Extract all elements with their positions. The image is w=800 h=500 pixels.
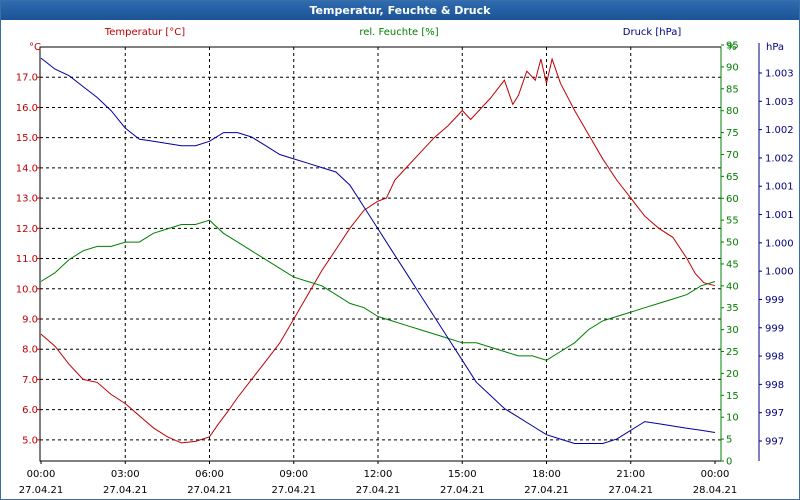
humidity-tick-label: 25 (726, 347, 739, 358)
humidity-tick-label: 50 (726, 238, 739, 249)
temperature-tick-label: 11.0 (16, 254, 38, 265)
temperature-axis: 5.0 6.0 7.0 8.0 9.0 10.0 11.0 12.0 13.0 14.0 15.0 1… (16, 73, 40, 446)
x-tick-date: 27.04.21 (19, 485, 64, 496)
x-tick-date: 27.04.21 (440, 485, 485, 496)
humidity-tick-label: 95 (726, 41, 739, 52)
pressure-tick-label: 998 (765, 352, 784, 363)
humidity-axis-title: rel. Feuchte [%] (359, 27, 438, 38)
temperature-tick-label: 8.0 (22, 345, 38, 356)
humidity-tick-label: 40 (726, 281, 739, 292)
pressure-tick-label: 1.000 (765, 267, 794, 278)
x-tick-time: 03:00 (111, 469, 140, 480)
temperature-tick-label: 15.0 (16, 133, 38, 144)
pressure-tick-label: 997 (765, 408, 784, 419)
pressure-unit-label: hPa (766, 42, 784, 53)
x-tick-time: 18:00 (532, 469, 561, 480)
temperature-tick-label: 7.0 (22, 375, 38, 386)
x-axis: 00:00 27.04.21 03:00 27.04.21 06:00 27.04.21 0… (19, 461, 738, 496)
pressure-tick-label: 998 (765, 380, 784, 391)
humidity-tick-label: 55 (726, 216, 739, 227)
temperature-tick-label: 12.0 (16, 224, 38, 235)
humidity-tick-label: 65 (726, 172, 739, 183)
humidity-tick-label: 10 (726, 413, 739, 424)
x-tick-time: 09:00 (279, 469, 308, 480)
pressure-tick-label: 999 (765, 295, 784, 306)
humidity-tick-label: 45 (726, 259, 739, 270)
x-tick-date: 27.04.21 (356, 485, 401, 496)
pressure-tick-label: 999 (765, 323, 784, 334)
humidity-tick-label: 75 (726, 128, 739, 139)
window-title: Temperatur, Feuchte & Druck (1, 1, 799, 20)
series-line-humidity (40, 219, 716, 361)
pressure-tick-label: 1.001 (765, 210, 794, 221)
humidity-tick-label: 60 (726, 194, 739, 205)
temperature-unit-label: °C (29, 42, 41, 53)
grid (40, 47, 721, 461)
x-tick-time: 21:00 (616, 469, 645, 480)
pressure-tick-label: 997 (765, 437, 784, 448)
humidity-tick-label: 80 (726, 106, 739, 117)
x-tick-time: 06:00 (195, 469, 224, 480)
x-tick-time: 12:00 (364, 469, 393, 480)
x-tick-time: 00:00 (27, 469, 56, 480)
x-tick-date: 27.04.21 (524, 485, 569, 496)
humidity-tick-label: 70 (726, 150, 739, 161)
humidity-tick-label: 15 (726, 391, 739, 402)
temperature-tick-label: 6.0 (22, 405, 38, 416)
temperature-tick-label: 9.0 (22, 314, 38, 325)
pressure-tick-label: 1.002 (765, 125, 794, 136)
pressure-axis: 997 997 998 998 999 999 1.000 1.000 1.001 1.001 1.… (759, 69, 794, 448)
series-line-temperature (40, 57, 716, 444)
humidity-unit-label: % (727, 42, 737, 53)
plot-area (39, 46, 722, 462)
pressure-tick-label: 1.003 (765, 97, 794, 108)
humidity-tick-label: 30 (726, 325, 739, 336)
x-tick-date: 27.04.21 (608, 485, 653, 496)
humidity-tick-label: 90 (726, 62, 739, 73)
temperature-tick-label: 16.0 (16, 103, 38, 114)
pressure-axis-title: Druck [hPa] (623, 27, 682, 38)
humidity-tick-label: 85 (726, 84, 739, 95)
humidity-tick-label: 35 (726, 303, 739, 314)
x-tick-date: 27.04.21 (187, 485, 232, 496)
temperature-axis-title: Temperatur [°C] (104, 27, 185, 38)
pressure-tick-label: 1.001 (765, 182, 794, 193)
x-tick-date: 28.04.21 (693, 485, 738, 496)
temperature-tick-label: 13.0 (16, 194, 38, 205)
humidity-tick-label: 20 (726, 369, 739, 380)
humidity-tick-label: 5 (726, 435, 732, 446)
pressure-tick-label: 1.003 (765, 69, 794, 80)
temperature-tick-label: 10.0 (16, 284, 38, 295)
series-group (40, 57, 716, 444)
temperature-tick-label: 5.0 (22, 435, 38, 446)
x-tick-date: 27.04.21 (103, 485, 148, 496)
temperature-tick-label: 14.0 (16, 163, 38, 174)
pressure-tick-label: 1.000 (765, 238, 794, 249)
x-tick-time: 15:00 (448, 469, 477, 480)
humidity-tick-label: 0 (726, 457, 732, 468)
series-line-pressure (40, 57, 716, 444)
pressure-tick-label: 1.002 (765, 153, 794, 164)
humidity-axis: 0 5 10 15 20 25 30 35 40 45 50 55 60 65 70 75 80 85 90 95 (721, 41, 739, 468)
chart: 5.0 6.0 7.0 8.0 9.0 10.0 11.0 12.0 13.0 14.0 15.0 1… (16, 27, 794, 496)
x-tick-time: 00:00 (701, 469, 730, 480)
temperature-tick-label: 17.0 (16, 73, 38, 84)
x-tick-date: 27.04.21 (271, 485, 316, 496)
